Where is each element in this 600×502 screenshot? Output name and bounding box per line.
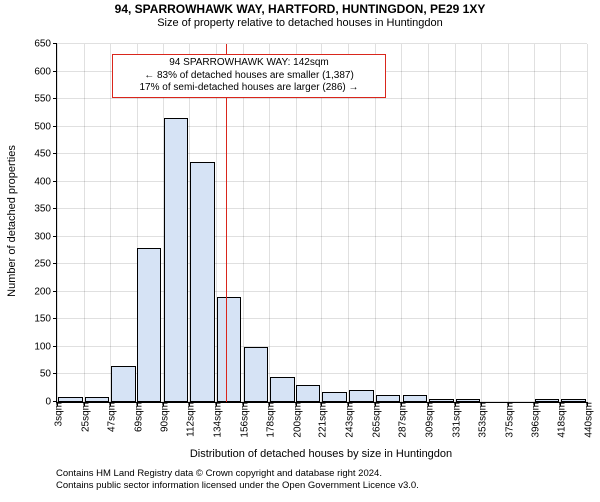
histogram-bar — [111, 366, 136, 402]
histogram-bar — [376, 395, 401, 402]
x-tick-label: 418sqm — [553, 402, 568, 438]
histogram-bar — [535, 399, 560, 402]
annotation-line: 94 SPARROWHAWK WAY: 142sqm — [117, 57, 381, 70]
y-tick-label: 300 — [34, 231, 57, 242]
x-tick-label: 25sqm — [76, 402, 91, 432]
x-gridline — [401, 44, 402, 402]
histogram-bar — [322, 392, 347, 402]
x-gridline — [455, 44, 456, 402]
x-gridline — [481, 44, 482, 402]
histogram-bar — [349, 390, 374, 402]
x-gridline — [348, 44, 349, 402]
y-tick-label: 450 — [34, 149, 57, 160]
y-tick-label: 600 — [34, 66, 57, 77]
x-tick-label: 353sqm — [474, 402, 489, 438]
chart-plot-area: 0501001502002503003504004505005506006503… — [56, 44, 587, 403]
footer-line1: Contains HM Land Registry data © Crown c… — [56, 468, 419, 480]
x-gridline — [296, 44, 297, 402]
histogram-bar — [190, 162, 215, 402]
y-tick-label: 100 — [34, 341, 57, 352]
histogram-bar — [429, 399, 454, 402]
x-tick-label: 3sqm — [50, 402, 65, 426]
x-gridline — [84, 44, 85, 402]
footer-attribution: Contains HM Land Registry data © Crown c… — [56, 468, 419, 492]
x-tick-label: 440sqm — [580, 402, 595, 438]
y-tick-label: 150 — [34, 314, 57, 325]
x-tick-label: 309sqm — [421, 402, 436, 438]
x-gridline — [57, 44, 58, 402]
histogram-bar — [561, 399, 586, 402]
x-tick-label: 134sqm — [208, 402, 223, 438]
x-tick-label: 221sqm — [314, 402, 329, 438]
x-gridline — [587, 44, 588, 402]
y-tick-label: 550 — [34, 94, 57, 105]
y-tick-label: 350 — [34, 204, 57, 215]
annotation-box: 94 SPARROWHAWK WAY: 142sqm← 83% of detac… — [112, 54, 386, 98]
histogram-bar — [270, 377, 295, 402]
y-axis-label: Number of detached properties — [6, 121, 18, 321]
x-tick-label: 47sqm — [103, 402, 118, 432]
histogram-bar — [164, 118, 189, 402]
histogram-bar — [58, 397, 83, 403]
histogram-bar — [456, 399, 481, 402]
footer-line2: Contains public sector information licen… — [56, 480, 419, 492]
x-gridline — [560, 44, 561, 402]
x-tick-label: 156sqm — [235, 402, 250, 438]
x-gridline — [375, 44, 376, 402]
y-tick-label: 650 — [34, 39, 57, 50]
x-gridline — [428, 44, 429, 402]
x-tick-label: 265sqm — [367, 402, 382, 438]
y-tick-label: 200 — [34, 286, 57, 297]
page-subtitle: Size of property relative to detached ho… — [0, 17, 600, 29]
histogram-bar — [403, 395, 428, 402]
annotation-line: 17% of semi-detached houses are larger (… — [117, 82, 381, 95]
x-tick-label: 200sqm — [288, 402, 303, 438]
y-tick-label: 250 — [34, 259, 57, 270]
x-tick-label: 69sqm — [130, 402, 145, 432]
reference-line — [226, 44, 227, 402]
x-tick-label: 331sqm — [447, 402, 462, 438]
x-gridline — [110, 44, 111, 402]
page-title: 94, SPARROWHAWK WAY, HARTFORD, HUNTINGDO… — [0, 2, 600, 16]
x-tick-label: 396sqm — [526, 402, 541, 438]
x-gridline — [534, 44, 535, 402]
y-tick-label: 500 — [34, 121, 57, 132]
histogram-bar — [137, 248, 162, 402]
x-gridline — [269, 44, 270, 402]
x-tick-label: 178sqm — [262, 402, 277, 438]
histogram-bar — [85, 397, 110, 403]
x-tick-label: 375sqm — [501, 402, 516, 438]
x-tick-label: 287sqm — [394, 402, 409, 438]
x-axis-label: Distribution of detached houses by size … — [56, 448, 586, 460]
histogram-bar — [244, 347, 269, 402]
histogram-bar — [217, 297, 242, 402]
y-tick-label: 400 — [34, 176, 57, 187]
x-gridline — [508, 44, 509, 402]
histogram-bar — [296, 385, 321, 402]
annotation-line: ← 83% of detached houses are smaller (1,… — [117, 70, 381, 83]
x-tick-label: 90sqm — [155, 402, 170, 432]
x-gridline — [321, 44, 322, 402]
y-tick-label: 50 — [40, 369, 57, 380]
x-tick-label: 112sqm — [182, 402, 197, 437]
x-tick-label: 243sqm — [341, 402, 356, 438]
